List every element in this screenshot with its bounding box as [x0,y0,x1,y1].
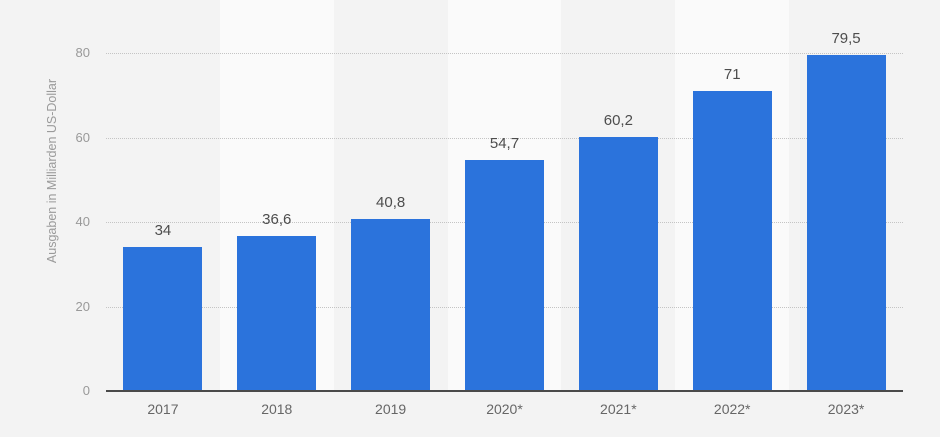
x-axis-line [106,390,903,392]
value-label-2021: 60,2 [603,111,633,129]
bar-2023[interactable] [806,55,886,391]
y-tick-label-20: 20 [75,298,90,314]
y-tick-label-80: 80 [75,45,90,60]
y-tick-label-60: 60 [75,129,90,145]
gridline-80 [106,53,903,54]
bar-2021[interactable] [578,136,658,391]
bar-2017[interactable] [123,247,203,391]
x-tick-label-2023: 2023* [827,401,865,417]
x-tick-label-2020: 2020* [486,401,523,417]
x-tick-label-2019: 2019 [375,401,407,417]
x-tick-label-2022: 2022* [713,401,751,417]
x-tick-label-2018: 2018 [261,401,293,417]
bar-2019[interactable] [351,218,431,391]
gridline-60 [106,137,903,139]
x-tick-label-2017: 2017 [147,401,179,417]
value-label-2022: 71 [723,66,741,84]
y-tick-label-40: 40 [75,214,90,229]
value-label-2017: 34 [154,222,172,240]
bar-2020[interactable] [465,159,544,391]
bar-2018[interactable] [237,236,317,391]
value-label-2019: 40,8 [376,193,406,211]
value-label-2018: 36,6 [262,211,292,229]
y-tick-label-0: 0 [82,383,90,398]
value-label-2023: 79,5 [831,30,861,48]
value-label-2020: 54,7 [489,134,520,152]
bar-2022[interactable] [692,91,772,391]
y-axis-title: Ausgaben in Milliarden US-Dollar [45,78,59,264]
x-tick-label-2021: 2021* [600,401,637,417]
